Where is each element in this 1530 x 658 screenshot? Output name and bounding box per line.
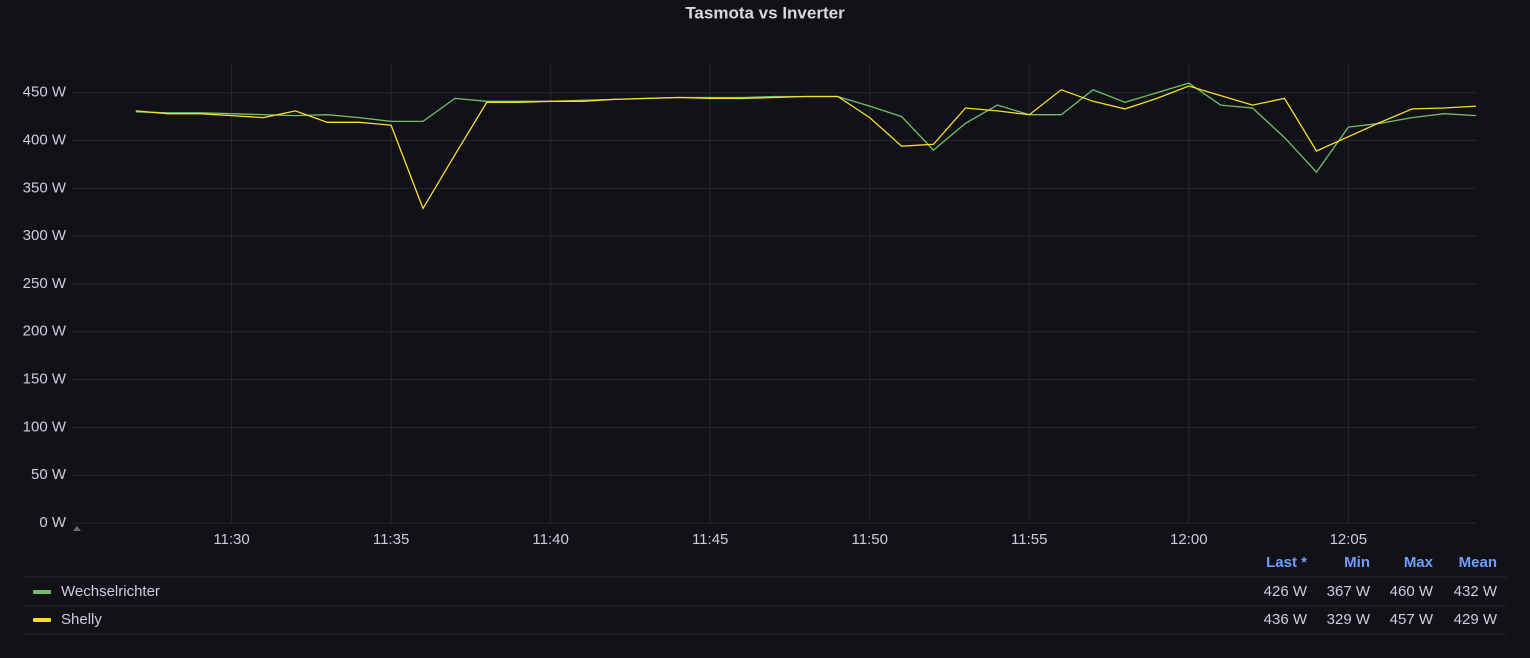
x-tick-label: 11:40 [532,531,568,548]
y-tick-label: 50 W [31,466,67,483]
x-tick-label: 12:05 [1330,531,1368,548]
legend-value: 436 W [1264,611,1308,628]
x-tick-label: 11:30 [213,531,249,548]
legend-value: 367 W [1327,583,1371,600]
legend-value: 429 W [1454,611,1498,628]
y-tick-label: 250 W [23,275,67,292]
legend-label: Shelly [61,611,102,628]
y-tick-label: 300 W [23,227,67,244]
y-tick-label: 0 W [39,514,67,531]
legend-value: 457 W [1390,611,1434,628]
chart-title: Tasmota vs Inverter [685,3,845,22]
legend-header: Last * [1266,554,1307,571]
legend-label: Wechselrichter [61,583,160,600]
y-tick-label: 100 W [23,418,67,435]
axis-toggle-icon [73,526,81,531]
legend-value: 460 W [1390,583,1434,600]
y-tick-label: 400 W [23,131,67,148]
legend-value: 426 W [1264,583,1308,600]
legend-value: 329 W [1327,611,1371,628]
series-line [135,85,1477,210]
y-tick-label: 350 W [23,179,67,196]
y-tick-label: 450 W [23,84,67,101]
legend-value: 432 W [1454,583,1498,600]
legend-header: Mean [1459,554,1497,571]
x-tick-label: 11:50 [852,531,888,548]
y-tick-label: 200 W [23,323,67,340]
legend-header: Min [1344,554,1370,571]
x-tick-label: 11:45 [692,531,728,548]
x-tick-label: 12:00 [1170,531,1208,548]
legend-header: Max [1404,554,1434,571]
legend-swatch [33,590,51,594]
x-tick-label: 11:35 [373,531,409,548]
y-tick-label: 150 W [23,371,67,388]
legend-swatch [33,618,51,622]
x-tick-label: 11:55 [1011,531,1047,548]
